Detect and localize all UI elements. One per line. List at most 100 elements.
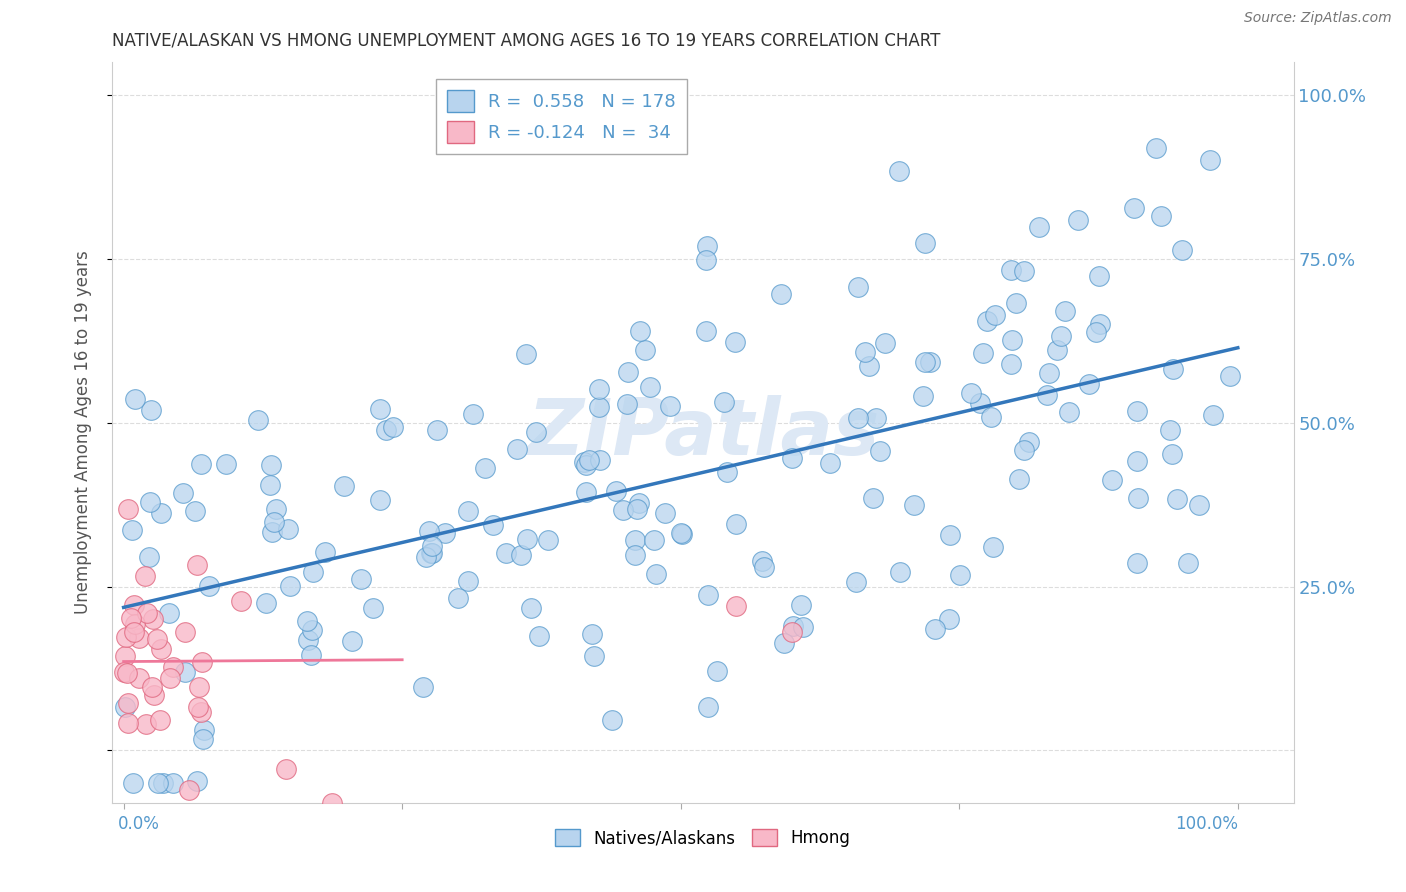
Point [537,533,560,548]
Point [858,359,880,373]
Point [976,314,998,328]
Point [939,527,962,541]
Point [1144,141,1167,155]
Point [981,540,1004,554]
Point [422,539,444,553]
Point [572,455,595,469]
Point [277,522,299,536]
Point [149,642,172,657]
Point [186,558,208,572]
Point [426,423,449,437]
Point [150,507,173,521]
Point [114,700,136,714]
Point [332,479,354,493]
Point [124,616,146,631]
Point [215,458,238,472]
Point [911,389,934,403]
Point [136,606,159,620]
Point [924,622,946,636]
Point [780,625,803,640]
Point [193,723,215,738]
Point [520,600,543,615]
Point [350,572,373,586]
Point [121,776,143,790]
Y-axis label: Unemployment Among Ages 16 to 19 years: Unemployment Among Ages 16 to 19 years [73,251,91,615]
Point [1088,269,1111,284]
Point [361,601,384,615]
Point [846,280,869,294]
Point [278,579,301,593]
Point [889,163,911,178]
Point [495,546,517,560]
Point [139,495,162,509]
Point [790,599,813,613]
Point [1150,209,1173,223]
Point [1035,388,1057,402]
Point [1057,405,1080,419]
Point [1202,408,1225,422]
Point [368,402,391,417]
Point [1218,369,1240,384]
Point [581,627,603,641]
Point [260,524,283,539]
Point [782,619,804,633]
Point [247,412,270,426]
Point [1126,556,1149,570]
Point [1000,262,1022,277]
Point [418,524,440,538]
Point [1054,304,1077,318]
Point [873,335,896,350]
Point [918,355,941,369]
Point [149,714,172,728]
Point [1166,492,1188,507]
Text: 0.0%: 0.0% [118,815,160,833]
Point [374,423,396,437]
Point [187,699,209,714]
Point [605,483,627,498]
Point [575,458,598,472]
Point [482,518,505,533]
Point [626,502,648,516]
Point [135,717,157,731]
Point [669,525,692,540]
Point [588,401,610,415]
Point [117,502,139,516]
Point [914,355,936,369]
Point [716,466,738,480]
Point [141,402,163,417]
Point [980,409,1002,424]
Point [583,649,606,664]
Point [1159,423,1181,437]
Point [780,451,803,466]
Point [969,396,991,410]
Point [1008,473,1031,487]
Point [463,407,485,421]
Point [188,680,211,694]
Point [381,420,404,434]
Point [869,444,891,458]
Point [122,625,145,640]
Point [314,545,336,559]
Point [340,634,363,648]
Point [706,664,728,678]
Point [157,606,180,620]
Point [145,632,167,647]
Point [173,624,195,639]
Point [695,253,717,268]
Point [1125,403,1147,417]
Point [191,655,214,669]
Point [447,591,470,606]
Point [600,714,623,728]
Point [770,287,793,301]
Point [1012,443,1035,458]
Point [231,594,253,608]
Point [457,574,479,588]
Point [588,382,610,396]
Point [264,502,287,516]
Point [174,665,197,680]
Point [575,485,598,500]
Point [191,732,214,747]
Point [903,499,925,513]
Point [197,579,219,593]
Point [506,442,529,457]
